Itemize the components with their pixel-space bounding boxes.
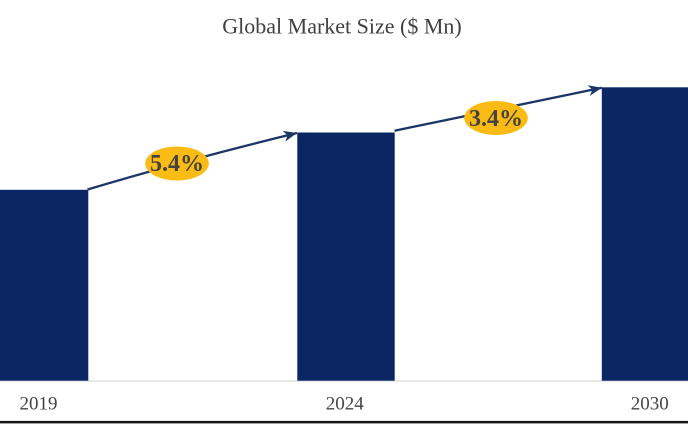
svg-text:Global Market Size ($ Mn): Global Market Size ($ Mn)	[222, 14, 462, 39]
svg-text:2030: 2030	[631, 394, 669, 415]
svg-text:5.4%: 5.4%	[150, 151, 204, 177]
svg-text:3.4%: 3.4%	[469, 106, 523, 132]
svg-text:2019: 2019	[20, 394, 58, 415]
svg-text:2024: 2024	[326, 394, 365, 415]
